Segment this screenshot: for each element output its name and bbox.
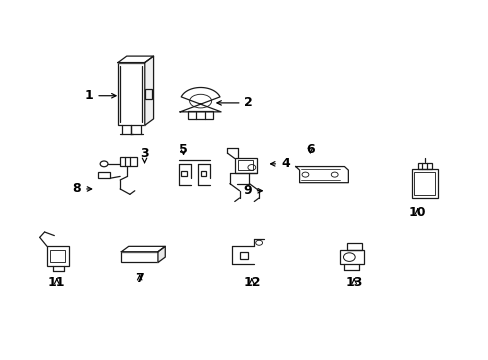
Polygon shape xyxy=(118,56,153,63)
Bar xyxy=(118,63,144,125)
Bar xyxy=(98,172,110,178)
Polygon shape xyxy=(158,246,165,262)
Polygon shape xyxy=(295,167,347,183)
Bar xyxy=(239,252,248,259)
Bar xyxy=(234,158,256,173)
Text: 6: 6 xyxy=(305,143,314,156)
Text: 3: 3 xyxy=(140,147,148,163)
Bar xyxy=(414,172,434,195)
Text: 12: 12 xyxy=(243,276,260,289)
Bar xyxy=(339,250,363,264)
Bar xyxy=(188,111,212,119)
Bar xyxy=(411,169,437,198)
Text: 1: 1 xyxy=(84,89,116,102)
Text: 8: 8 xyxy=(72,183,91,195)
Polygon shape xyxy=(180,87,221,112)
Text: 13: 13 xyxy=(345,276,362,289)
Bar xyxy=(417,163,431,169)
Text: 9: 9 xyxy=(243,184,262,197)
Bar xyxy=(47,246,69,266)
Text: 7: 7 xyxy=(135,272,144,285)
Bar xyxy=(120,157,137,166)
Text: 4: 4 xyxy=(270,157,289,170)
Circle shape xyxy=(100,161,108,167)
Text: 10: 10 xyxy=(408,206,426,219)
Polygon shape xyxy=(121,246,165,252)
Bar xyxy=(181,171,186,176)
Bar xyxy=(121,252,158,262)
Text: 2: 2 xyxy=(217,96,253,109)
Bar xyxy=(238,160,252,170)
Bar xyxy=(200,171,206,176)
Text: 5: 5 xyxy=(179,143,187,156)
Text: 11: 11 xyxy=(48,276,65,289)
Bar xyxy=(50,250,65,262)
Bar xyxy=(346,243,361,250)
Polygon shape xyxy=(144,56,153,125)
Bar xyxy=(144,89,152,99)
